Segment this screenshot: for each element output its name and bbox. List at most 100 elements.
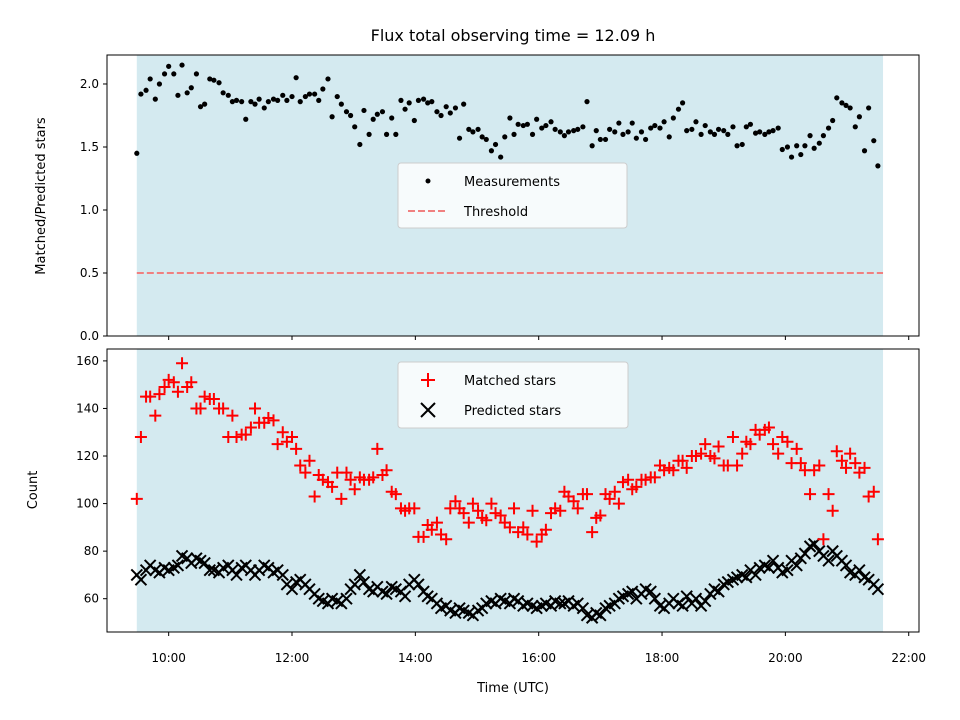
matched-star-point [167,376,180,389]
measurement-point [779,146,785,153]
matched-star-point [608,485,621,498]
matched-star-point [389,488,402,501]
matched-star-point [335,492,348,505]
measurement-point [492,141,499,148]
measurement-point [725,131,731,137]
matched-star-point [462,516,475,529]
matched-star-point [472,504,485,517]
measurement-point [612,129,618,135]
measurement-point [143,87,149,93]
matched-star-point [744,438,757,451]
measurement-point [389,115,395,121]
measurement-point [306,91,313,97]
matched-star-point [440,533,453,546]
predicted-star-point [762,561,776,574]
measurement-point [620,131,626,137]
measurement-point [852,124,858,130]
measurement-point [479,134,485,140]
measurement-point [702,122,708,129]
matched-star-point [567,495,580,508]
predicted-star-point [839,559,853,572]
matched-star-point [185,376,198,389]
measurement-point [743,124,749,130]
matched-star-point [226,409,239,422]
matched-star-point [581,488,594,501]
bottom-xtick-label: 12:00 [275,651,310,665]
measurement-point [361,107,367,114]
matched-star-point [326,480,339,493]
predicted-star-point [380,587,393,601]
matched-star-point [485,497,498,510]
matched-star-point [830,445,843,458]
measurement-point [233,97,240,103]
matched-star-point [826,504,839,517]
measurement-point [188,85,194,91]
measurement-point [383,131,390,137]
matched-star-point [367,471,380,484]
matched-star-point [244,421,257,434]
bottom-ytick-label: 160 [76,354,99,368]
matched-star-point [699,438,712,451]
measurement-point [320,86,326,92]
predicted-star-point [871,582,885,596]
matched-star-point [162,373,175,386]
measurement-point [265,99,271,105]
matched-star-point [249,402,262,415]
measurement-point [811,145,817,151]
measurement-point [483,136,489,143]
measurement-point [507,115,513,121]
measurement-point [461,101,467,107]
predicted-star-point [554,597,567,610]
measurement-point [524,121,530,127]
measurement-point [348,112,354,119]
matched-star-point [813,459,826,472]
legend-matched-label: Matched stars [464,374,556,389]
measurement-point [616,120,622,126]
measurement-point [539,125,545,131]
measurement-point [166,63,172,69]
measurement-point [502,134,508,140]
measurement-point [561,133,567,139]
measurement-point [225,92,231,98]
matched-star-point [457,507,470,520]
measurement-point [715,126,722,132]
predicted-star-point [230,568,243,582]
bottom-ylabel: Count [26,471,41,510]
measurement-point [239,99,245,105]
matched-star-point [466,497,479,510]
matched-star-point [695,447,708,460]
measurement-point [798,151,804,158]
top-legend-box [397,162,628,229]
measurement-point [498,154,504,160]
measurement-point [470,129,476,135]
bottom-legend-box [397,361,629,429]
measurement-point [629,120,635,126]
matched-star-point [408,502,421,515]
bottom-ytick-label: 80 [84,544,99,558]
measurement-point [698,131,704,137]
measurement-point [775,125,781,131]
measurement-point [557,129,563,135]
predicted-star-point [822,554,835,567]
matched-star-point [149,409,162,422]
top-axes-frame [106,54,920,337]
measurement-point [429,99,435,105]
legend-threshold-label: Threshold [463,205,528,220]
legend-matched-marker [421,373,435,387]
matched-star-point [867,485,880,498]
measurement-point [825,125,832,131]
measurement-point [284,97,290,103]
bottom-xlabel: Time (UTC) [476,681,549,696]
matched-star-point [194,402,207,415]
measurement-point [633,135,639,141]
matched-star-point [340,466,353,479]
matched-star-point [712,440,725,453]
measurement-point [175,92,181,98]
matched-star-point [539,523,552,536]
predicted-star-point [353,568,367,582]
matched-star-point [299,466,312,479]
measurement-point [229,99,235,105]
measurement-point [357,141,363,148]
predicted-star-point [203,563,216,577]
predicted-star-point [626,585,639,598]
